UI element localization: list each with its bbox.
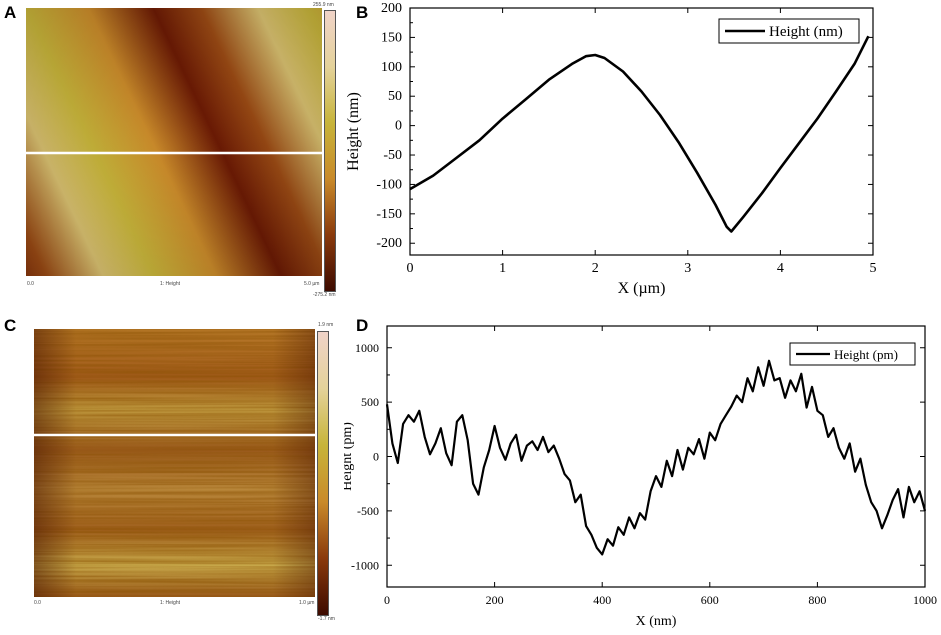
y-tick-label: 50: [388, 89, 402, 104]
y-tick-label: -1000: [351, 558, 379, 572]
y-axis-label: Height (nm): [345, 92, 362, 171]
panel-letter-c: C: [4, 316, 17, 335]
y-tick-label: 0: [373, 450, 379, 464]
x-tick-label: 1000: [913, 593, 937, 607]
x-tick-label: 4: [777, 261, 784, 276]
y-tick-label: -50: [383, 148, 402, 163]
color-scale-bar-a: [324, 10, 336, 292]
panel-letter-b: B: [356, 3, 369, 22]
y-tick-label: 100: [381, 60, 402, 75]
y-tick-label: 0: [395, 119, 402, 134]
caption-center-a: 1: Height: [160, 281, 181, 287]
x-tick-label: 400: [593, 593, 611, 607]
caption-right-c: 1.0 µm: [299, 600, 315, 606]
x-tick-label: 0: [407, 261, 414, 276]
afm-image-c: [34, 329, 315, 597]
caption-right-a: 5.0 µm: [304, 281, 320, 287]
y-tick-label: -150: [376, 207, 402, 222]
x-tick-label: 600: [701, 593, 719, 607]
y-tick-label: -200: [376, 236, 402, 251]
y-tick-label: 500: [361, 395, 379, 409]
panel-letter-d: D: [356, 316, 369, 335]
scale-min-a: -275.2 nm: [313, 292, 336, 298]
x-tick-label: 2: [592, 261, 599, 276]
afm-image-a: [26, 8, 322, 276]
scale-max-a: 255.9 nm: [313, 2, 334, 8]
y-tick-label: 150: [381, 30, 402, 45]
caption-left-c: 0.0: [34, 600, 41, 606]
x-tick-label: 1: [499, 261, 506, 276]
series-line: [409, 35, 870, 233]
color-scale-bar-c: [317, 331, 329, 616]
chart-d: 0 200 400 600 800 1000 -1000 -500 0 500 1000 X (nm)…: [344, 325, 937, 629]
x-axis-label: X (nm): [636, 614, 677, 629]
x-tick-label: 5: [870, 261, 877, 276]
scale-min-c: -1.7 nm: [318, 616, 335, 622]
y-tick-label: 1000: [355, 341, 379, 355]
caption-left-a: 0.0: [27, 281, 34, 287]
x-tick-label: 0: [384, 593, 390, 607]
y-tick-label: -500: [357, 504, 379, 518]
y-tick-label: -100: [376, 177, 402, 192]
legend-box: [789, 342, 916, 366]
y-tick-label: 200: [381, 1, 402, 16]
x-axis-label: X (µm): [618, 280, 666, 297]
caption-center-c: 1: Height: [160, 600, 181, 606]
legend-label: Height (pm): [834, 347, 898, 362]
chart-b: 0 1 2 3 4 5 -200 -150 -100 -50 0 50 100 150 200 X (µm) H…: [345, 1, 877, 297]
x-tick-label: 3: [684, 261, 691, 276]
y-axis-label: Height (pm): [344, 422, 355, 491]
legend-label: Height (nm): [769, 24, 843, 40]
panel-letter-a: A: [4, 3, 17, 22]
x-tick-label: 800: [808, 593, 826, 607]
series-line: [385, 359, 927, 556]
plot-frame: [409, 7, 874, 256]
scale-max-c: 1.9 nm: [318, 322, 334, 328]
x-tick-label: 200: [486, 593, 504, 607]
